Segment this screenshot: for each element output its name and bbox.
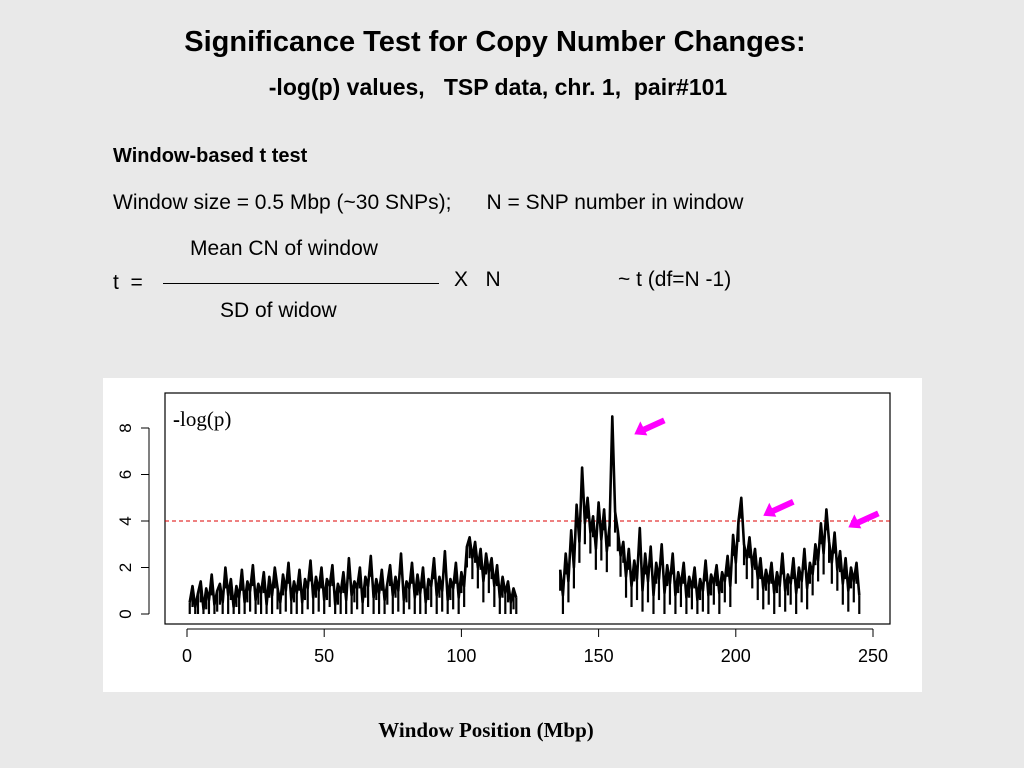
x-tick-label: 150 [584, 646, 614, 666]
y-axis: 0 2 4 6 8 [116, 423, 150, 619]
peak-arrow [634, 417, 666, 436]
chart-panel: -log(p) 0 2 4 6 8 0 50 100 150 200 250 [103, 378, 922, 692]
y-tick-label: 6 [116, 470, 135, 479]
section-heading: Window-based t test [113, 145, 308, 167]
slide-subtitle: -log(p) values, TSP data, chr. 1, pair#1… [268, 74, 728, 100]
x-tick-label: 0 [182, 646, 192, 666]
x-tick-label: 100 [446, 646, 476, 666]
arrow-layer [634, 417, 880, 529]
peak-arrow [848, 510, 880, 529]
y-tick-label: 2 [116, 563, 135, 572]
chart-inner-label: -log(p) [173, 407, 231, 431]
formula-distribution: ~ t (df=N -1) [618, 268, 732, 291]
x-tick-label: 200 [721, 646, 751, 666]
x-axis-title: Window Position (Mbp) [378, 718, 594, 742]
fraction-bar [163, 283, 439, 284]
logp-chart: -log(p) 0 2 4 6 8 0 50 100 150 200 250 [116, 392, 891, 666]
plot-box [164, 392, 891, 625]
formula-denominator: SD of widow [220, 299, 337, 322]
formula-lhs: t = [113, 271, 143, 294]
inner-label-prefix: - [173, 407, 180, 431]
y-tick-label: 0 [116, 609, 135, 618]
formula-times-n: X N [454, 268, 501, 291]
inner-label-text: log(p) [180, 407, 231, 431]
logp-series-line [558, 415, 861, 602]
y-tick-label: 8 [116, 423, 135, 432]
series-layer [188, 415, 861, 614]
formula-numerator: Mean CN of window [190, 237, 378, 260]
slide-title: Significance Test for Copy Number Change… [184, 26, 806, 58]
x-axis: 0 50 100 150 200 250 [182, 628, 888, 666]
window-size-description: Window size = 0.5 Mbp (~30 SNPs); N = SN… [113, 191, 744, 214]
x-tick-label: 250 [858, 646, 888, 666]
x-tick-label: 50 [314, 646, 334, 666]
y-tick-label: 4 [116, 516, 135, 525]
peak-arrow [763, 499, 795, 517]
